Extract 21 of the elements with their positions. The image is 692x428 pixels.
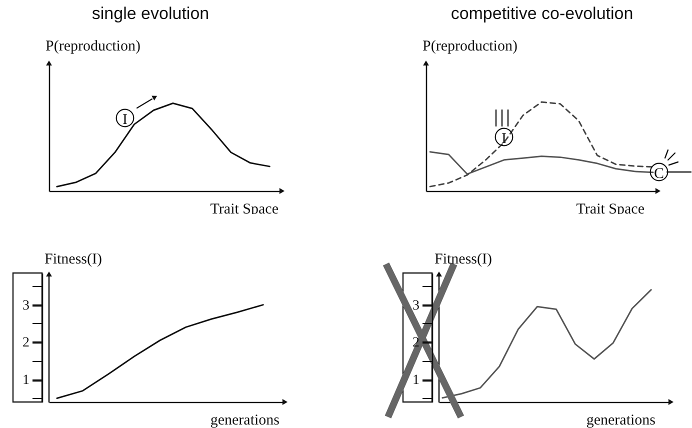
annotation: I (502, 131, 506, 147)
y-tick-label: 3 (22, 298, 30, 314)
y-tick-label: 1 (22, 373, 30, 388)
line-series (442, 289, 652, 399)
y-axis-title: P(reproduction) (46, 38, 140, 54)
y-axis-title: Fitness(I) (434, 252, 492, 268)
chart-title: single evolution (92, 4, 210, 23)
x-axis-title: Trait Space (576, 202, 645, 218)
chart-title: competitive co-evolution (450, 4, 634, 23)
y-tick-label: 2 (412, 336, 420, 351)
x-axis-title: generations (586, 412, 656, 428)
y-tick-label: 1 (412, 373, 420, 388)
annotation: I (122, 112, 128, 128)
line-series (56, 304, 264, 400)
y-axis-title: Fitness(I) (44, 252, 102, 268)
x-axis-title: generations (210, 412, 280, 428)
y-tick-label: 3 (412, 298, 420, 314)
x-axis-title: Trait Space (210, 202, 279, 218)
annotation: C (654, 166, 664, 182)
y-axis-title: P(reproduction) (422, 38, 518, 54)
y-tick-label: 2 (22, 336, 30, 351)
